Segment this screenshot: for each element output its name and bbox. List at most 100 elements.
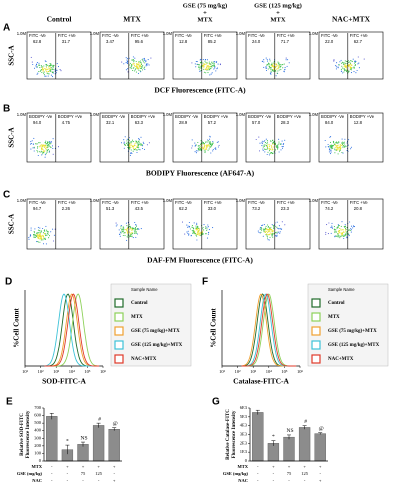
event-dot <box>35 66 37 68</box>
event-dot <box>199 149 201 151</box>
error-bar <box>81 441 85 447</box>
event-dot <box>123 143 126 145</box>
event-dot <box>141 147 144 150</box>
event-dot <box>328 222 330 224</box>
table-cell: 75 <box>287 471 292 476</box>
plot-frame <box>26 112 92 163</box>
event-dot <box>268 146 271 148</box>
event-dot <box>284 69 286 71</box>
gate-percent: 24.0 <box>252 39 261 44</box>
table-cell: - <box>51 478 53 483</box>
event-dot <box>264 231 266 233</box>
event-dot <box>258 150 261 152</box>
event-dot <box>264 148 266 151</box>
event-dot <box>278 62 280 64</box>
event-dot <box>120 142 123 144</box>
event-dot <box>136 233 139 235</box>
gate-percent: 62.7 <box>354 39 363 44</box>
event-dot <box>207 72 209 74</box>
event-dot <box>339 235 341 237</box>
gate-percent: 62.2 <box>179 206 188 211</box>
y-tick-label: 0 <box>245 458 248 463</box>
event-dot <box>350 66 352 68</box>
event-dot <box>270 151 272 154</box>
event-dot <box>135 230 137 233</box>
event-dot <box>336 142 338 144</box>
event-dot <box>345 227 347 230</box>
event-dot <box>205 63 207 65</box>
event-dot <box>266 67 268 69</box>
gate-percent: 74.2 <box>325 206 334 211</box>
event-dot <box>279 143 281 145</box>
event-dot <box>48 67 50 69</box>
event-dot <box>275 63 277 65</box>
significance-label: * <box>66 438 69 444</box>
event-dot <box>269 72 271 74</box>
event-dot <box>49 143 51 145</box>
event-dot <box>259 232 261 234</box>
legend-label: GSE (125 mg/kg)+MTX <box>328 343 380 348</box>
event-dot <box>263 61 265 63</box>
event-dot <box>142 145 144 147</box>
event-dot <box>211 61 213 63</box>
table-cell: + <box>319 478 322 483</box>
event-dot <box>199 233 201 235</box>
event-dot <box>135 225 138 227</box>
event-dot <box>265 225 267 227</box>
event-dot <box>279 231 281 233</box>
table-cell: + <box>66 464 69 469</box>
event-dot <box>350 228 352 230</box>
event-dot <box>43 151 45 154</box>
x-tick-label: 10² <box>38 369 45 374</box>
event-dot <box>45 140 47 142</box>
event-dot <box>121 230 123 232</box>
event-dot <box>278 225 280 227</box>
event-dot <box>196 233 198 236</box>
gate-percent: 20.8 <box>354 206 363 211</box>
event-dot <box>355 72 357 74</box>
event-dot <box>264 142 267 144</box>
event-dot <box>33 67 36 69</box>
event-dot <box>140 136 142 138</box>
event-dot <box>130 66 132 68</box>
event-dot <box>124 144 126 146</box>
event-dot <box>212 148 214 151</box>
event-dot <box>349 66 351 68</box>
table-cell: - <box>113 471 115 476</box>
event-dot <box>275 70 277 72</box>
event-dot <box>343 66 345 68</box>
event-dot <box>343 71 345 73</box>
event-dot <box>134 230 136 233</box>
event-dot <box>267 143 269 146</box>
event-dot <box>36 151 39 153</box>
table-row-label: GSE (mg/kg) <box>223 471 249 476</box>
event-dot <box>47 150 49 152</box>
event-dot <box>270 66 272 69</box>
table-cell: + <box>113 478 116 483</box>
event-dot <box>136 141 138 143</box>
event-dot <box>266 235 268 237</box>
y-tick-label: 600 <box>34 413 42 418</box>
y-axis-label: Relative Catalase-FITC <box>226 409 231 460</box>
event-dot <box>53 68 55 70</box>
event-dot <box>219 63 221 65</box>
event-dot <box>133 62 135 64</box>
event-dot <box>201 228 203 230</box>
event-dot <box>258 136 260 138</box>
event-dot <box>345 60 347 62</box>
event-dot <box>42 153 44 155</box>
event-dot <box>46 234 48 236</box>
event-dot <box>344 226 346 228</box>
event-dot <box>120 232 122 234</box>
event-dot <box>47 143 49 145</box>
event-dot <box>210 143 212 145</box>
event-dot <box>209 138 211 140</box>
event-dot <box>191 226 193 228</box>
event-dot <box>191 225 193 227</box>
event-dot <box>266 148 268 150</box>
legend-swatch <box>114 312 124 322</box>
event-dot <box>338 146 340 148</box>
event-dot <box>193 232 195 234</box>
event-dot <box>134 57 136 59</box>
legend-label: Control <box>131 301 148 306</box>
